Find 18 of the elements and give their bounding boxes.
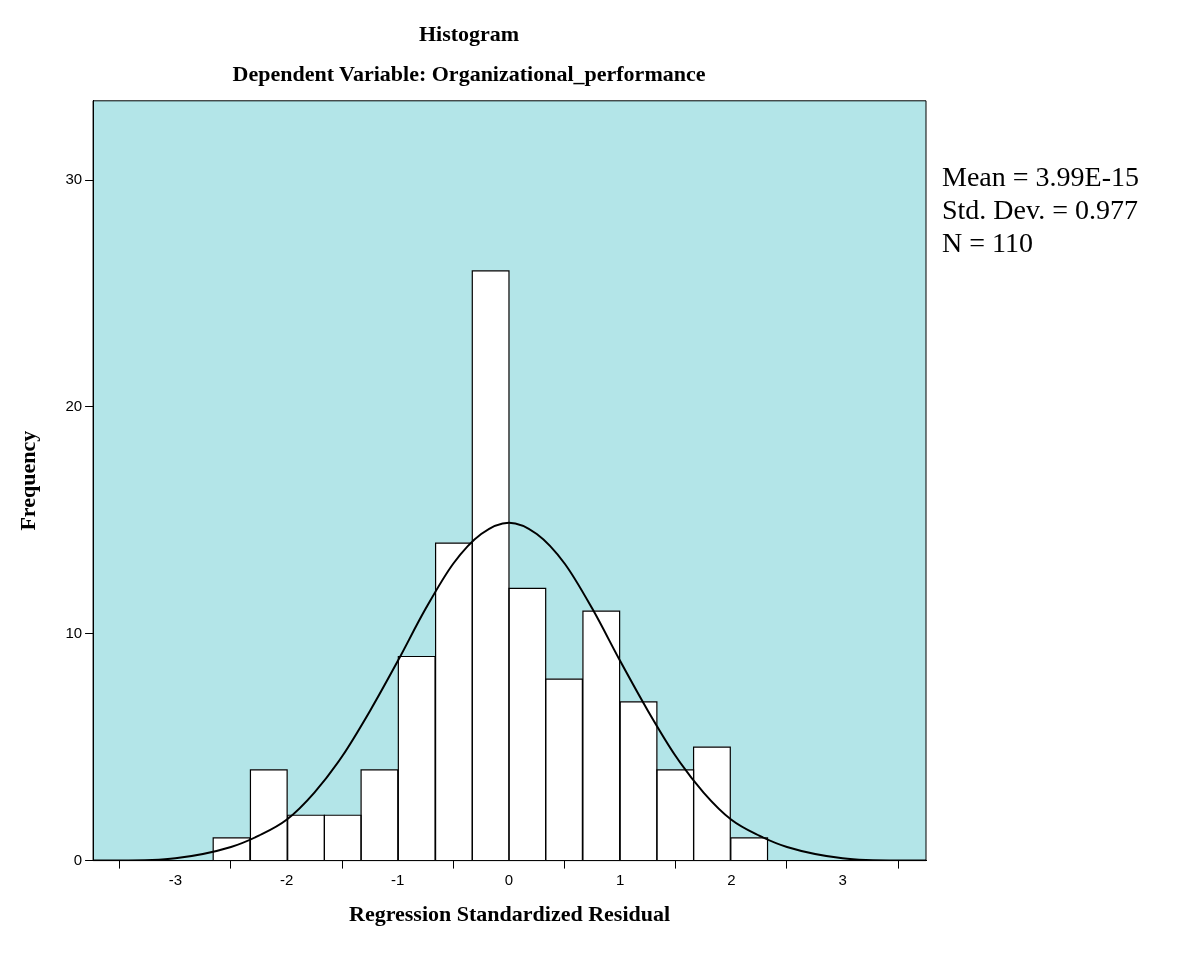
x-tick-label: 1 bbox=[616, 870, 625, 888]
y-tick-label: 30 bbox=[65, 170, 83, 188]
text: Mean = 3.99E-15 bbox=[942, 161, 1139, 193]
y-tick-label: 0 bbox=[73, 850, 83, 868]
x-tick-label: -3 bbox=[168, 870, 183, 888]
x-tick-label: 2 bbox=[727, 870, 736, 888]
y-tick-label: 10 bbox=[65, 623, 83, 641]
x-tick-label: -1 bbox=[391, 870, 405, 888]
chart-subtitle: Dependent Variable: Organizational_performance bbox=[232, 61, 706, 87]
chart-title: Histogram bbox=[418, 20, 520, 46]
y-axis-title: Frequency bbox=[14, 430, 40, 531]
x-axis-title: Regression Standardized Residual bbox=[349, 901, 671, 927]
x-tick-label: 0 bbox=[504, 870, 514, 888]
text: Std. Dev. = 0.977 bbox=[942, 194, 1138, 226]
x-tick-label: 3 bbox=[838, 870, 847, 888]
y-tick-label: 20 bbox=[65, 397, 83, 415]
x-tick-label: -2 bbox=[279, 870, 294, 888]
text: N = 110 bbox=[942, 227, 1033, 259]
